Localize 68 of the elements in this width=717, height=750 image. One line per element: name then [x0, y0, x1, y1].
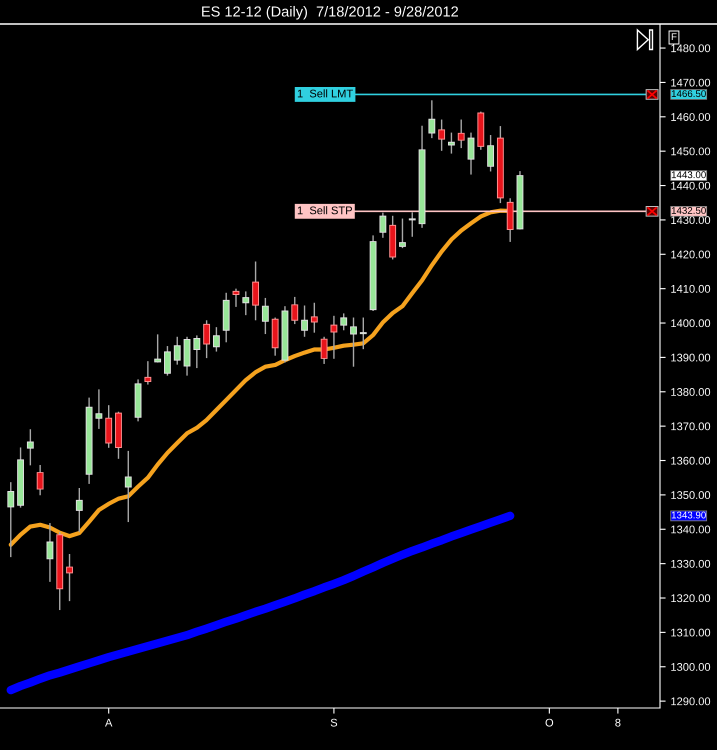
y-tick-label: 1470.00 — [671, 78, 710, 87]
candlestick — [154, 334, 162, 363]
y-tick-label: 1430.00 — [671, 216, 710, 224]
candlestick — [301, 306, 308, 337]
candlestick — [36, 464, 44, 496]
candlestick — [95, 389, 102, 429]
y-tick-label: 1350.00 — [671, 491, 710, 500]
y-tick-label: 1370.00 — [671, 422, 710, 430]
candlestick — [262, 298, 269, 334]
ref-line-label: 1 Sell STP — [298, 206, 352, 214]
candlestick — [124, 450, 132, 522]
candlestick — [66, 554, 73, 602]
candlestick — [232, 288, 240, 307]
candlestick — [448, 132, 455, 154]
candlestick — [330, 316, 338, 359]
y-tick-label: 1360.00 — [671, 456, 710, 465]
candlestick — [350, 318, 357, 367]
candlestick — [26, 429, 34, 466]
candlestick — [468, 132, 474, 175]
y-tick-label: 1380.00 — [671, 388, 710, 396]
candlestick — [291, 296, 298, 324]
candlestick — [193, 335, 200, 368]
y-tick-label: 1290.00 — [671, 697, 710, 706]
candlestick — [320, 336, 328, 364]
candlestick — [438, 120, 446, 151]
candlestick — [310, 302, 318, 333]
x-tick-label: O — [546, 718, 554, 727]
y-tick-label: 1420.00 — [671, 250, 710, 258]
text: 1443.00 — [672, 171, 706, 178]
candlestick — [212, 327, 220, 352]
ref-line-label: 1 Sell LMT — [298, 89, 353, 98]
text: 1466.50 — [672, 90, 706, 98]
candlestick — [164, 346, 171, 376]
chart-title: ES 12-12 (Daily) 7/18/2012 - 9/28/2012 — [202, 6, 458, 20]
candlestick — [408, 212, 416, 237]
y-tick-label: 1390.00 — [671, 354, 710, 362]
y-tick-label: 1460.00 — [671, 113, 710, 121]
candlestick — [76, 488, 83, 532]
y-tick-label: 1400.00 — [671, 319, 710, 328]
y-tick-label: 1300.00 — [671, 663, 710, 671]
candlestick — [399, 218, 406, 248]
y-tick-label: 1450.00 — [671, 147, 710, 156]
x-tick-label: S — [330, 718, 338, 727]
candlestick — [144, 361, 152, 385]
text: 1432.50 — [672, 207, 706, 214]
candlestick — [458, 120, 465, 148]
candlestick — [242, 291, 250, 316]
candlestick — [487, 135, 494, 172]
candlestick — [340, 313, 348, 330]
y-tick-label: 1320.00 — [671, 594, 710, 602]
candlestick — [379, 212, 386, 238]
text: 1343.90 — [672, 512, 706, 518]
y-tick-label: 1340.00 — [671, 526, 710, 534]
y-tick-label: 1330.00 — [671, 560, 710, 568]
candlestick — [428, 100, 436, 138]
candlestick — [7, 482, 14, 558]
text: F — [672, 33, 677, 40]
y-tick-label: 1410.00 — [671, 284, 710, 293]
x-tick-label: A — [105, 718, 112, 726]
candlestick — [252, 262, 259, 320]
y-tick-label: 1480.00 — [671, 44, 710, 52]
candlestick — [174, 336, 181, 365]
candlestick — [46, 523, 54, 582]
y-tick-label: 1310.00 — [671, 628, 710, 637]
candlestick — [203, 320, 210, 358]
y-tick-label: 1440.00 — [671, 182, 710, 190]
x-tick-label: 8 — [615, 718, 620, 727]
candlestick — [360, 318, 367, 350]
